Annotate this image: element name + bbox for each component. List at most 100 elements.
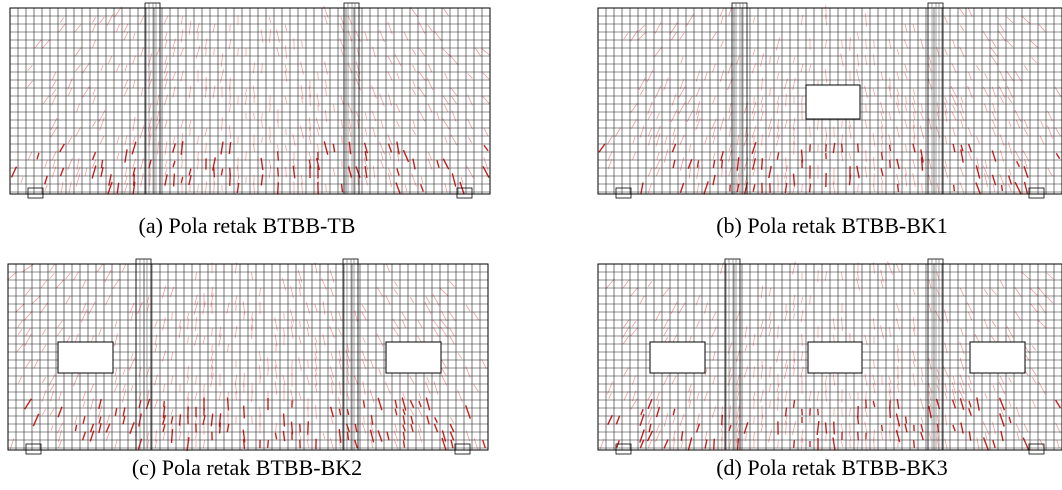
crack bbox=[1002, 185, 1003, 191]
crack bbox=[896, 303, 899, 312]
crack bbox=[720, 118, 724, 131]
crack bbox=[171, 416, 172, 423]
crack bbox=[705, 431, 707, 440]
crack bbox=[125, 149, 127, 162]
crack bbox=[33, 414, 38, 426]
crack bbox=[1015, 287, 1021, 297]
crack bbox=[37, 153, 39, 159]
crack bbox=[323, 433, 325, 439]
crack bbox=[449, 328, 454, 337]
crack bbox=[1038, 303, 1045, 313]
crack bbox=[1015, 311, 1021, 320]
crack bbox=[681, 441, 683, 448]
crack bbox=[673, 409, 674, 415]
crack bbox=[656, 423, 659, 432]
crack bbox=[307, 375, 310, 385]
crack bbox=[679, 303, 685, 313]
crack bbox=[969, 72, 972, 79]
crack bbox=[163, 384, 164, 391]
crack bbox=[922, 183, 923, 192]
crack bbox=[253, 86, 255, 98]
crack bbox=[188, 337, 189, 344]
crack bbox=[953, 40, 956, 49]
crack bbox=[81, 310, 87, 322]
crack bbox=[315, 337, 317, 343]
crack bbox=[165, 40, 167, 48]
crack bbox=[623, 281, 628, 288]
crack bbox=[450, 55, 459, 65]
crack bbox=[952, 63, 957, 72]
crack bbox=[624, 33, 629, 40]
crack bbox=[428, 64, 432, 72]
crack bbox=[663, 375, 668, 385]
crack bbox=[140, 125, 144, 138]
crack bbox=[753, 392, 755, 400]
crack bbox=[133, 137, 135, 144]
crack bbox=[211, 414, 212, 427]
crack bbox=[961, 328, 963, 335]
crack bbox=[969, 431, 970, 440]
crack bbox=[402, 320, 405, 328]
crack bbox=[412, 89, 415, 95]
crack bbox=[449, 311, 456, 320]
crack bbox=[1032, 57, 1037, 63]
crack bbox=[372, 111, 376, 122]
crack bbox=[905, 119, 908, 128]
crack bbox=[25, 360, 30, 368]
crack bbox=[890, 327, 891, 337]
crack bbox=[729, 113, 731, 120]
crack bbox=[355, 424, 356, 432]
crack bbox=[108, 56, 112, 64]
crack bbox=[75, 25, 81, 32]
crack bbox=[93, 89, 95, 95]
crack bbox=[842, 317, 843, 331]
crack bbox=[419, 49, 424, 56]
crack bbox=[680, 79, 684, 89]
crack bbox=[929, 57, 931, 63]
crack bbox=[105, 295, 110, 306]
crack bbox=[929, 304, 931, 312]
crack bbox=[825, 69, 826, 83]
crack bbox=[992, 87, 996, 97]
support bbox=[457, 188, 472, 198]
crack bbox=[657, 407, 660, 417]
crack bbox=[75, 425, 76, 431]
crack bbox=[437, 160, 439, 167]
crack bbox=[913, 144, 915, 153]
crack bbox=[985, 160, 987, 169]
crack bbox=[42, 377, 46, 383]
crack bbox=[657, 392, 660, 400]
crack bbox=[738, 384, 739, 392]
crack bbox=[841, 441, 842, 447]
crack bbox=[133, 33, 135, 40]
crack bbox=[75, 415, 77, 424]
crack bbox=[341, 184, 342, 193]
crack bbox=[276, 423, 277, 433]
crack bbox=[49, 265, 54, 272]
crack bbox=[92, 17, 95, 23]
crack bbox=[196, 433, 197, 439]
crack bbox=[890, 78, 891, 91]
crack bbox=[905, 73, 908, 80]
crack bbox=[195, 393, 197, 400]
crack bbox=[428, 104, 432, 112]
crack bbox=[945, 415, 946, 425]
crack bbox=[114, 384, 117, 391]
crack bbox=[7, 272, 17, 280]
crack bbox=[1032, 377, 1036, 383]
crack bbox=[841, 424, 842, 432]
crack bbox=[141, 89, 142, 96]
crack bbox=[309, 152, 311, 161]
crack bbox=[68, 137, 72, 144]
crack bbox=[113, 279, 120, 288]
crack bbox=[770, 56, 771, 63]
crack bbox=[608, 159, 612, 169]
crack bbox=[1022, 16, 1031, 24]
crack bbox=[99, 417, 101, 424]
crack bbox=[624, 391, 628, 400]
crack bbox=[172, 72, 175, 80]
crack bbox=[379, 142, 384, 154]
crack bbox=[729, 103, 731, 113]
crack bbox=[51, 391, 54, 401]
crack bbox=[396, 104, 400, 112]
